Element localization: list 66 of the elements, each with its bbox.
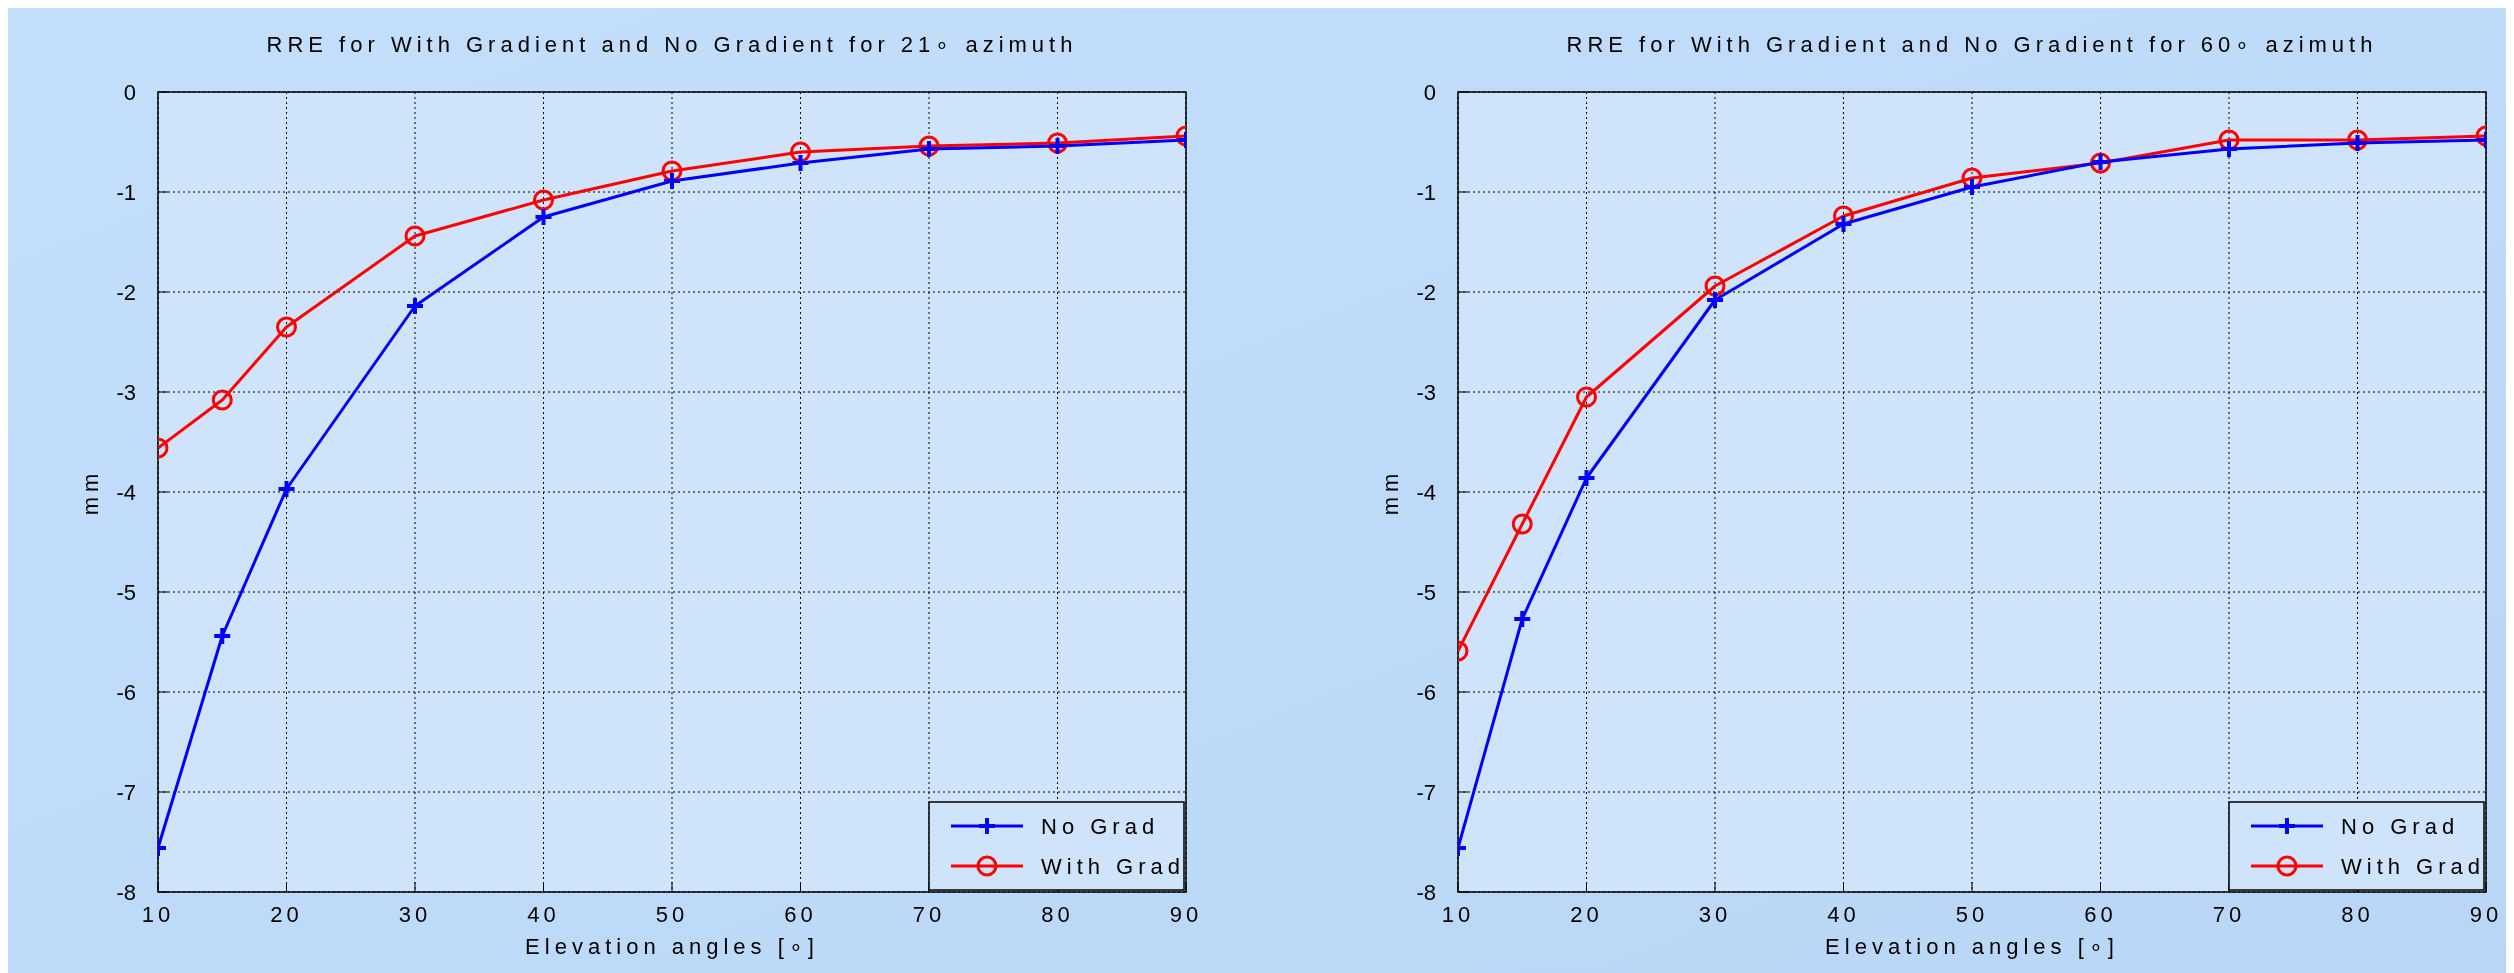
x-tick-label: 60 (2084, 902, 2117, 927)
x-tick-label: 20 (270, 902, 303, 927)
point (1511, 513, 1533, 535)
y-tick-label: -8 (1416, 880, 1436, 905)
y-tick-label: -7 (116, 780, 136, 805)
point (1705, 290, 1725, 310)
x-tick-label: 40 (1827, 902, 1860, 927)
point (1833, 214, 1854, 234)
chart-title: RRE for With Gradient and No Gradient for 21∘ azimuth (266, 32, 1078, 57)
y-tick-label: -6 (116, 680, 136, 705)
point (1576, 468, 1597, 488)
point (1704, 275, 1726, 297)
y-tick-label: -2 (1416, 280, 1436, 305)
x-tick-label: 30 (1698, 902, 1732, 927)
y-tick-label: 0 (1423, 80, 1436, 105)
point (533, 207, 554, 227)
legend-label: With Grad (1041, 854, 1186, 879)
point (1576, 386, 1597, 408)
x-tick-label: 50 (1955, 902, 1989, 927)
y-tick-label: -1 (116, 180, 136, 205)
y-tick-label: -3 (116, 380, 136, 405)
point (212, 626, 233, 646)
y-tick-label: -6 (1416, 680, 1436, 705)
y-tick-label: -8 (116, 880, 136, 905)
x-tick-label: 10 (1441, 902, 1475, 927)
x-tick-label: 90 (1169, 902, 1203, 927)
legend-label: With Grad (2341, 854, 2486, 879)
y-tick-label: -7 (1416, 780, 1436, 805)
y-tick-label: -3 (1416, 380, 1436, 405)
point (404, 225, 426, 247)
y-tick-label: -4 (116, 480, 136, 505)
y-tick-label: 0 (123, 80, 136, 105)
x-tick-label: 80 (2341, 902, 2374, 927)
point (276, 479, 297, 499)
x-axis-title: Elevation angles [∘] (1825, 934, 2119, 959)
point (1962, 177, 1982, 197)
legend-label: No Grad (1041, 814, 1160, 839)
x-tick-label: 50 (655, 902, 689, 927)
x-tick-label: 10 (141, 902, 175, 927)
y-tick-label: -4 (1416, 480, 1436, 505)
y-tick-label: -5 (1416, 580, 1436, 605)
point (2219, 139, 2239, 159)
point (405, 296, 425, 316)
x-tick-label: 90 (2469, 902, 2503, 927)
y-axis-title: mm (78, 468, 103, 516)
point (662, 171, 682, 191)
x-tick-label: 70 (2212, 902, 2246, 927)
point (276, 316, 297, 338)
point (790, 153, 811, 173)
x-tick-label: 30 (398, 902, 432, 927)
point (533, 189, 554, 211)
legend-label: No Grad (2341, 814, 2460, 839)
x-tick-label: 20 (1570, 902, 1603, 927)
chart-title: RRE for With Gradient and No Gradient for 60∘ azimuth (1566, 32, 2378, 57)
point (790, 141, 811, 163)
point (1512, 609, 1533, 629)
y-tick-label: -2 (116, 280, 136, 305)
x-tick-label: 70 (912, 902, 946, 927)
x-tick-label: 60 (784, 902, 817, 927)
point (211, 389, 233, 411)
x-tick-label: 40 (527, 902, 560, 927)
y-tick-label: -1 (1416, 180, 1436, 205)
x-tick-label: 80 (1041, 902, 1074, 927)
y-tick-label: -5 (116, 580, 136, 605)
y-axis-title: mm (1378, 468, 1403, 516)
x-axis-title: Elevation angles [∘] (525, 934, 819, 959)
